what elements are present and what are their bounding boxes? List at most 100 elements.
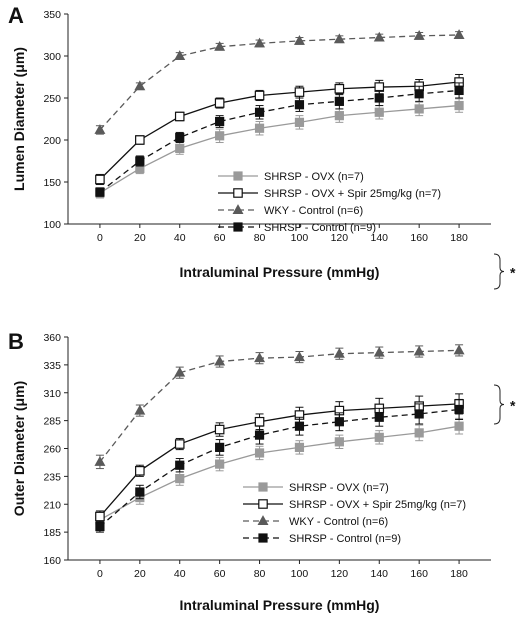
y-tick-label: 350 (43, 9, 61, 21)
y-tick-label: 335 (43, 360, 61, 372)
data-point (294, 100, 305, 110)
y-tick-label: 160 (43, 555, 61, 567)
series-line (99, 89, 460, 193)
data-point (215, 131, 225, 141)
legend-marker (258, 533, 268, 543)
y-tick-label: 235 (43, 471, 61, 483)
x-tick-label: 0 (97, 232, 103, 244)
data-point (94, 124, 106, 134)
legend-label: SHRSP - OVX (n=7) (264, 171, 364, 183)
legend: SHRSP - OVX (n=7) SHRSP - OVX + Spir 25mg… (218, 171, 441, 234)
x-tick-label: 140 (370, 232, 388, 244)
data-point (254, 90, 265, 101)
legend-label: SHRSP - OVX (n=7) (289, 482, 389, 494)
legend-marker (258, 499, 268, 509)
data-point (374, 432, 384, 442)
data-point (94, 456, 106, 466)
data-point (214, 424, 225, 435)
y-tick-label: 185 (43, 527, 61, 539)
data-point (333, 33, 345, 44)
x-tick-label: 160 (410, 232, 428, 244)
series-line (99, 349, 460, 463)
data-point (175, 132, 185, 143)
y-tick-label: 250 (43, 93, 61, 105)
panel-label: A (8, 3, 24, 28)
legend-marker (233, 222, 243, 232)
data-point (134, 80, 146, 91)
x-tick-label: 80 (254, 232, 266, 244)
x-tick-label: 0 (97, 568, 103, 580)
data-point (254, 352, 266, 363)
data-point (333, 347, 345, 358)
data-point (214, 98, 225, 108)
legend: SHRSP - OVX (n=7) SHRSP - OVX + Spir 25mg… (243, 482, 466, 545)
y-tick-label: 150 (43, 177, 61, 189)
data-point (214, 40, 226, 51)
data-point (453, 29, 465, 39)
data-point (454, 100, 464, 111)
data-point (254, 123, 265, 133)
data-point (294, 117, 305, 127)
data-point (135, 156, 145, 166)
data-point (95, 174, 105, 185)
series-line (99, 81, 460, 180)
y-tick-label: 360 (43, 332, 61, 344)
series-4 (95, 82, 464, 197)
data-point (293, 351, 305, 362)
data-point (454, 85, 464, 96)
series-line (99, 425, 460, 521)
x-tick-label: 80 (254, 568, 266, 580)
legend-label: SHRSP - OVX + Spir 25mg/kg (n=7) (289, 499, 466, 511)
data-point (135, 466, 145, 476)
y-axis-title: Lumen Diameter (μm) (11, 47, 27, 191)
data-point (174, 366, 186, 377)
legend-label: WKY - Control (n=6) (264, 205, 363, 217)
data-point (334, 83, 345, 94)
data-point (334, 111, 344, 121)
significance-star: * (510, 398, 516, 414)
data-point (414, 409, 424, 419)
legend-marker (257, 515, 269, 525)
x-tick-label: 160 (410, 568, 428, 580)
legend-marker (258, 482, 268, 492)
data-point (414, 428, 424, 438)
y-tick-label: 260 (43, 444, 61, 456)
legend-marker (233, 188, 243, 198)
x-tick-label: 60 (214, 232, 226, 244)
data-point (95, 521, 105, 532)
legend-label: SHRSP - Control (n=9) (289, 533, 401, 545)
series-line (99, 104, 460, 194)
y-tick-label: 210 (43, 499, 61, 511)
data-point (174, 111, 185, 122)
data-point (175, 460, 185, 470)
legend-marker (232, 204, 244, 215)
data-point (95, 187, 105, 197)
data-point (254, 107, 265, 117)
series-2 (95, 73, 464, 186)
y-tick-label: 310 (43, 388, 61, 400)
series-line (99, 403, 460, 517)
data-point (135, 487, 145, 497)
y-tick-label: 300 (43, 51, 61, 63)
data-point (174, 439, 185, 449)
data-point (374, 107, 384, 117)
data-point (414, 89, 424, 99)
legend-marker (233, 171, 243, 181)
x-axis-title: Intraluminal Pressure (mmHg) (180, 597, 380, 613)
data-point (453, 344, 465, 355)
data-point (413, 345, 425, 356)
x-tick-label: 40 (174, 568, 186, 580)
series-4 (95, 398, 464, 533)
x-axis-title: Intraluminal Pressure (mmHg) (180, 264, 380, 280)
data-point (175, 143, 185, 153)
data-point (254, 430, 265, 440)
chart-panel-a: 100 150 200 250 300 350 0 20 40 60 80 100 120 140 160 1… (8, 3, 516, 290)
data-point (215, 442, 225, 452)
y-axis-title: Outer Diameter (μm) (11, 381, 27, 516)
x-tick-label: 180 (450, 232, 468, 244)
x-tick-label: 120 (331, 568, 349, 580)
data-point (373, 346, 385, 357)
legend-label: SHRSP - Control (n=9) (264, 222, 376, 234)
data-point (254, 37, 266, 48)
data-point (454, 404, 464, 415)
